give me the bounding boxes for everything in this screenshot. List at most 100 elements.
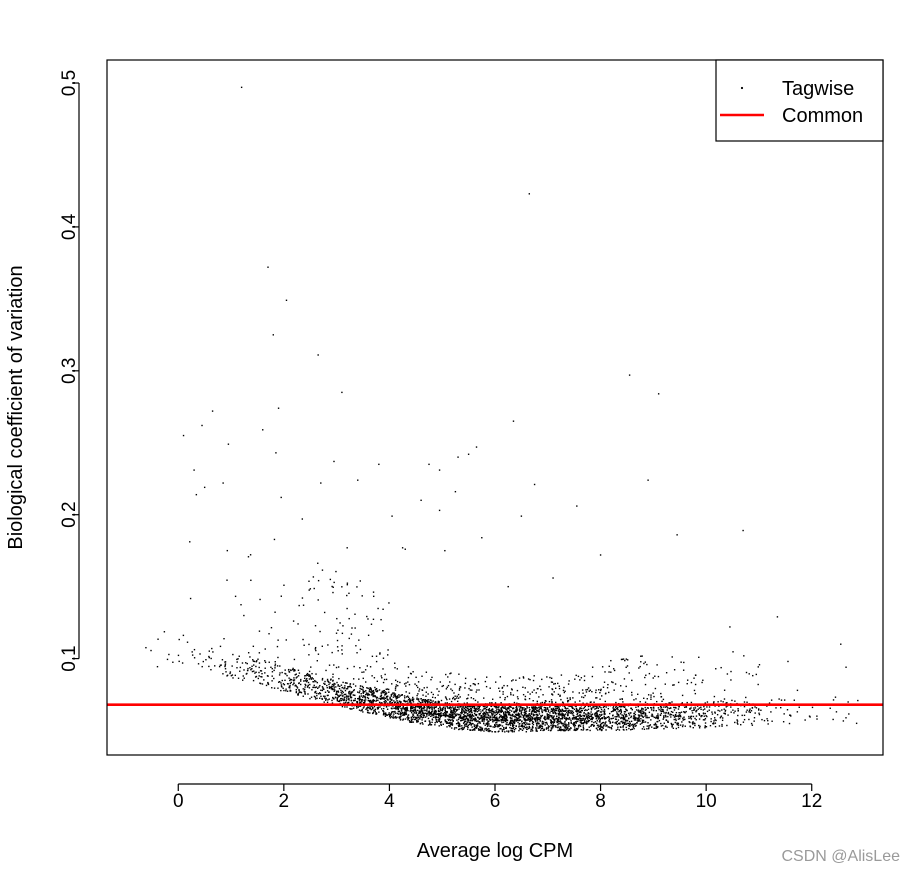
tagwise-point (473, 712, 476, 715)
tagwise-point (585, 729, 588, 731)
tagwise-point (724, 712, 726, 715)
tagwise-point (412, 718, 414, 721)
tagwise-point (614, 683, 617, 685)
tagwise-point (454, 698, 456, 700)
tagwise-point (630, 724, 633, 726)
tagwise-point (362, 677, 364, 680)
tagwise-point (360, 701, 362, 703)
tagwise-point (374, 686, 376, 689)
tagwise-point (512, 679, 514, 681)
tagwise-point (548, 716, 551, 718)
tagwise-point (502, 711, 505, 714)
tagwise-point (348, 685, 350, 688)
tagwise-point (427, 724, 430, 726)
tagwise-point (399, 695, 401, 697)
tagwise-point (384, 697, 387, 700)
tagwise-point (439, 716, 441, 718)
tagwise-point (343, 687, 345, 690)
tagwise-point (720, 666, 722, 669)
tagwise-point (484, 707, 486, 710)
tagwise-point (566, 711, 568, 714)
tagwise-point (691, 709, 693, 712)
tagwise-point (268, 661, 270, 663)
tagwise-point (618, 722, 621, 724)
tagwise-point (692, 723, 694, 725)
tagwise-point (628, 724, 631, 726)
tagwise-point (595, 689, 597, 691)
tagwise-point (505, 712, 507, 714)
tagwise-point (555, 701, 557, 704)
tagwise-point (471, 706, 474, 709)
tagwise-point (581, 689, 584, 691)
tagwise-point (714, 712, 716, 714)
tagwise-point (663, 712, 665, 714)
tagwise-point (332, 591, 334, 594)
tagwise-point (565, 717, 567, 719)
tagwise-point (538, 723, 540, 725)
tagwise-point (409, 721, 411, 723)
tagwise-point (411, 699, 413, 702)
tagwise-point (624, 708, 627, 710)
tagwise-point (478, 706, 480, 708)
tagwise-point (418, 707, 421, 710)
tagwise-point (478, 717, 480, 719)
tagwise-point (380, 708, 383, 710)
tagwise-point (168, 653, 170, 656)
tagwise-point (713, 701, 715, 703)
tagwise-point (589, 713, 591, 715)
tagwise-point (607, 683, 609, 686)
tagwise-point (625, 709, 627, 711)
tagwise-point (462, 728, 465, 730)
tagwise-point (252, 660, 255, 662)
tagwise-point (547, 715, 549, 717)
tagwise-point (743, 714, 746, 717)
tagwise-point (696, 709, 698, 712)
tagwise-point (653, 709, 655, 711)
tagwise-point (234, 595, 237, 598)
tagwise-point (666, 726, 668, 729)
tagwise-point (276, 645, 279, 648)
tagwise-point (336, 693, 338, 696)
tagwise-point (474, 717, 477, 719)
tagwise-point (449, 718, 451, 721)
tagwise-point (601, 729, 603, 731)
tagwise-point (683, 716, 685, 718)
tagwise-point (495, 719, 498, 721)
tagwise-point (647, 479, 649, 481)
tagwise-point (314, 696, 317, 698)
tagwise-point (591, 675, 594, 678)
tagwise-point (684, 711, 686, 714)
tagwise-point (466, 721, 469, 723)
tagwise-point (835, 711, 838, 713)
tagwise-point (690, 707, 692, 709)
tagwise-point (449, 719, 452, 722)
tagwise-point (282, 683, 285, 685)
tagwise-point (596, 729, 599, 731)
tagwise-point (446, 705, 448, 708)
tagwise-point (549, 706, 551, 708)
tagwise-point (452, 719, 454, 722)
tagwise-point (576, 728, 578, 731)
tagwise-point (575, 716, 577, 718)
tagwise-point (400, 712, 403, 715)
tagwise-point (271, 680, 273, 682)
tagwise-point (444, 696, 447, 698)
tagwise-point (392, 715, 394, 717)
tagwise-point (638, 667, 640, 669)
tagwise-point (529, 708, 531, 711)
tagwise-point (511, 722, 514, 725)
tagwise-point (471, 713, 474, 716)
tagwise-point (593, 701, 595, 703)
tagwise-point (473, 707, 476, 710)
tagwise-point (361, 685, 364, 688)
tagwise-point (530, 712, 533, 715)
tagwise-point (577, 720, 579, 723)
tagwise-point (330, 686, 333, 689)
tagwise-point (584, 718, 586, 721)
tagwise-point (532, 707, 534, 709)
tagwise-point (575, 729, 578, 731)
tagwise-point (197, 663, 200, 665)
tagwise-point (582, 707, 584, 710)
tagwise-point (260, 675, 262, 678)
tagwise-point (726, 673, 729, 675)
